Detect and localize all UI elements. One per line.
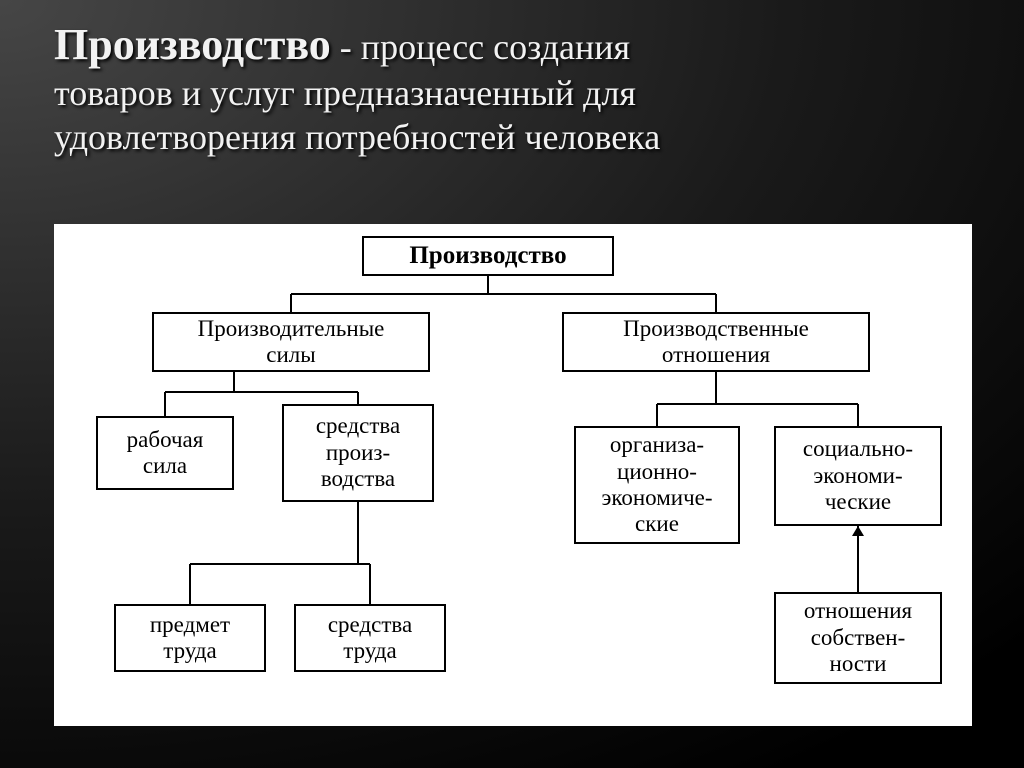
node-means: средства произ- водства [282, 404, 434, 502]
title-sep: - [331, 27, 361, 67]
slide: Производство - процесс создания товаров … [0, 0, 1024, 768]
diagram-container: Производство Производительные силы Произво… [54, 224, 972, 726]
title-line1: процесс создания [361, 27, 630, 67]
node-forces: Производительные силы [152, 312, 430, 372]
title-line3: удовлетворения потребностей человека [54, 117, 660, 157]
slide-title: Производство - процесс создания товаров … [54, 18, 974, 159]
node-own: отношения собствен- ности [774, 592, 942, 684]
title-main: Производство [54, 20, 331, 69]
node-org: организа- ционно- экономиче- ские [574, 426, 740, 544]
node-root: Производство [362, 236, 614, 276]
node-tools: средства труда [294, 604, 446, 672]
node-subj: предмет труда [114, 604, 266, 672]
node-work: рабочая сила [96, 416, 234, 490]
tree-diagram: Производство Производительные силы Произво… [54, 224, 972, 726]
node-soc: социально- экономи- ческие [774, 426, 942, 526]
title-line2: товаров и услуг предназначенный для [54, 73, 636, 113]
node-rels: Производственные отношения [562, 312, 870, 372]
